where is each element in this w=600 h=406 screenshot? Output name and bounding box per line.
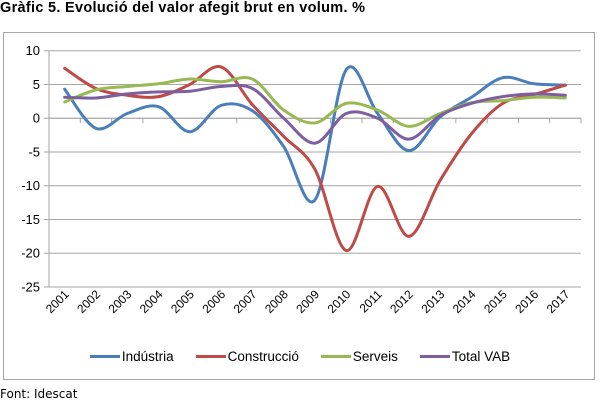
legend-label: Serveis — [352, 348, 398, 364]
legend-item: Construcció — [195, 348, 299, 364]
legend-label: Construcció — [227, 348, 299, 364]
series-line-ind-stria — [63, 65, 567, 204]
series-lines — [63, 64, 567, 253]
series-line-total-vab — [63, 83, 567, 145]
series-line-construcci- — [63, 64, 567, 253]
y-tick-label: -15 — [21, 212, 40, 227]
y-tick-label: 0 — [33, 111, 40, 126]
x-tick-label: 2010 — [325, 287, 354, 316]
y-tick-labels: 10 5 0 -5 -10 -15 -20 -25 — [21, 43, 40, 294]
legend-swatch — [89, 354, 120, 358]
x-tick-label: 2017 — [544, 287, 573, 316]
chart-frame — [3, 32, 595, 380]
y-tick-label: 5 — [33, 77, 40, 92]
x-tick-label: 2016 — [512, 287, 541, 316]
chart-title: Gràfic 5. Evolució del valor afegit brut… — [0, 0, 366, 16]
legend-item: Indústria — [89, 348, 174, 364]
y-tick-label: 10 — [26, 43, 40, 58]
x-tick-label: 2012 — [387, 287, 416, 316]
y-tick-label: -20 — [21, 246, 40, 261]
legend-swatch — [320, 354, 351, 358]
x-tick-label: 2009 — [293, 287, 322, 316]
x-tick-label: 2006 — [199, 287, 228, 316]
x-tick-label: 2007 — [231, 287, 260, 316]
x-tick-labels: 2001 2002 2003 2004 2005 2006 2007 2008 2009 2010… — [43, 287, 573, 316]
y-tick-label: -5 — [28, 144, 40, 159]
x-tick-label: 2003 — [106, 287, 135, 316]
legend-swatch — [195, 354, 226, 358]
source-note: Font: Idescat — [0, 387, 78, 401]
x-tick-label: 2015 — [481, 287, 510, 316]
x-tick-label: 2011 — [357, 287, 385, 315]
x-tick-label: 2013 — [419, 287, 448, 316]
legend-label: Total VAB — [451, 348, 511, 364]
legend-label: Indústria — [121, 348, 174, 364]
legend: Indústria Construcció Serveis Total VAB — [0, 344, 600, 368]
legend-swatch — [419, 354, 450, 358]
y-tick-label: -25 — [21, 280, 40, 295]
x-tick-label: 2008 — [262, 287, 291, 316]
x-tick-label: 2005 — [168, 287, 197, 316]
x-tick-label: 2002 — [74, 287, 103, 316]
legend-item: Serveis — [320, 348, 398, 364]
legend-item: Total VAB — [419, 348, 511, 364]
y-tick-label: -10 — [21, 178, 40, 193]
x-tick-label: 2004 — [137, 287, 166, 316]
x-tick-label: 2014 — [450, 287, 479, 316]
x-tick-label: 2001 — [43, 287, 72, 316]
